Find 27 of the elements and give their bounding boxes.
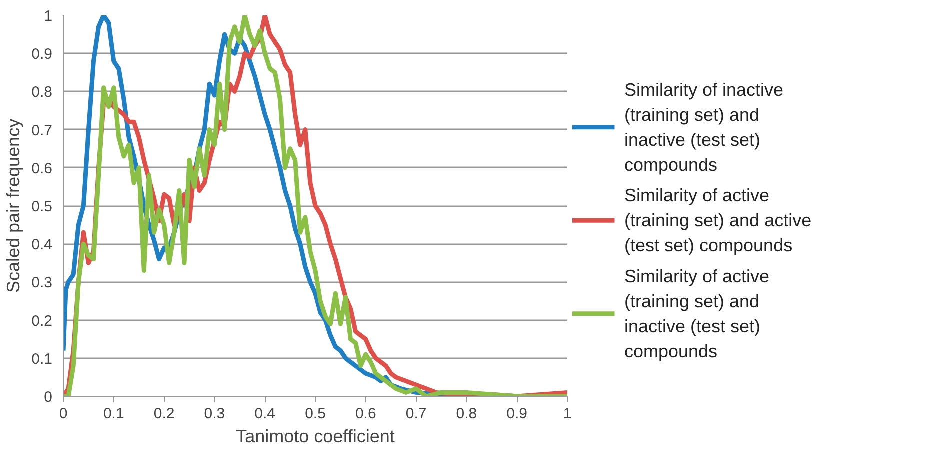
y-tick-label: 0.9 <box>32 46 53 64</box>
legend-label: Similarity of inactive (training set) and inactive (test set) compounds <box>624 80 784 175</box>
legend-label: Similarity of active (training set) and active (test set) compounds <box>624 186 812 256</box>
x-tick-label: 0.2 <box>154 406 175 422</box>
x-tick-label: 0.3 <box>204 406 226 422</box>
y-axis-title: Scaled pair frequency <box>4 118 24 294</box>
x-tick-label: 0.7 <box>406 406 427 422</box>
x-tick-label: 0.4 <box>254 406 276 422</box>
y-tick-label: 0 <box>44 389 52 406</box>
legend-label: Similarity of active (training set) and inactive (test set) compounds <box>624 266 770 362</box>
x-tick-label: 0.9 <box>506 406 528 422</box>
x-tick-label: 0 <box>59 406 68 422</box>
x-tick-label: 0.8 <box>456 406 478 422</box>
x-axis-title: Tanimoto coefficient <box>236 426 395 446</box>
y-tick-label: 0.3 <box>32 274 53 292</box>
y-tick-label: 0.4 <box>32 236 53 254</box>
y-tick-label: 0.2 <box>32 312 53 330</box>
y-tick-label: 0.1 <box>32 350 53 368</box>
y-tick-label: 0.8 <box>32 84 53 102</box>
y-tick-label: 0.5 <box>32 198 53 216</box>
y-tick-label: 0.6 <box>32 160 53 178</box>
x-tick-label: 0.5 <box>305 406 326 422</box>
y-tick-label: 1 <box>44 8 52 25</box>
x-tick-label: 1 <box>563 406 572 422</box>
y-tick-label: 0.7 <box>32 122 53 140</box>
x-tick-label: 0.1 <box>103 406 124 422</box>
x-tick-label: 0.6 <box>355 406 376 422</box>
